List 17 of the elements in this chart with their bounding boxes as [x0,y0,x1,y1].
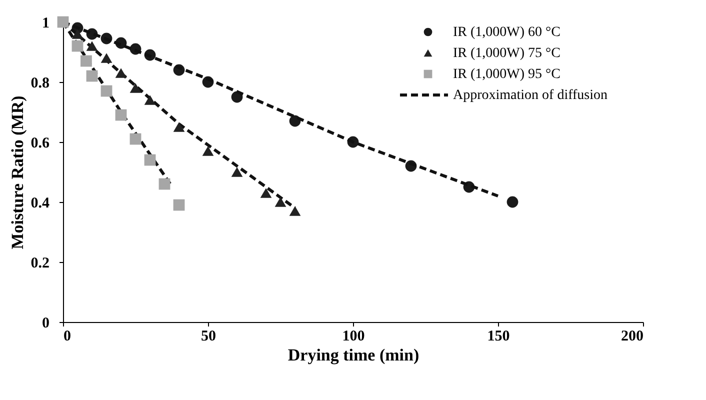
legend-label: IR (1,000W) 75 °C [453,46,560,61]
y-tick-label: 1 [42,16,50,32]
x-tick-label: 200 [621,328,644,344]
x-tick-label: 50 [201,328,216,344]
y-tick-label: 0 [42,316,50,332]
y-axis-title: Moisture Ratio (MR) [8,96,27,250]
x-axis-title: Drying time (min) [288,346,420,364]
y-tick-label: 0.6 [30,136,50,152]
legend-label: IR (1,000W) 60 °C [453,25,560,40]
y-tick-label: 0.2 [30,256,50,272]
y-tick-label: 0.4 [30,196,50,212]
legend-label: Approximation of diffusion [453,88,608,103]
x-tick-label: 0 [64,328,71,344]
x-tick-label: 150 [487,328,510,344]
y-tick-label: 0.8 [30,76,50,92]
legend-label: IR (1,000W) 95 °C [453,67,560,82]
x-tick-label: 100 [342,328,365,344]
